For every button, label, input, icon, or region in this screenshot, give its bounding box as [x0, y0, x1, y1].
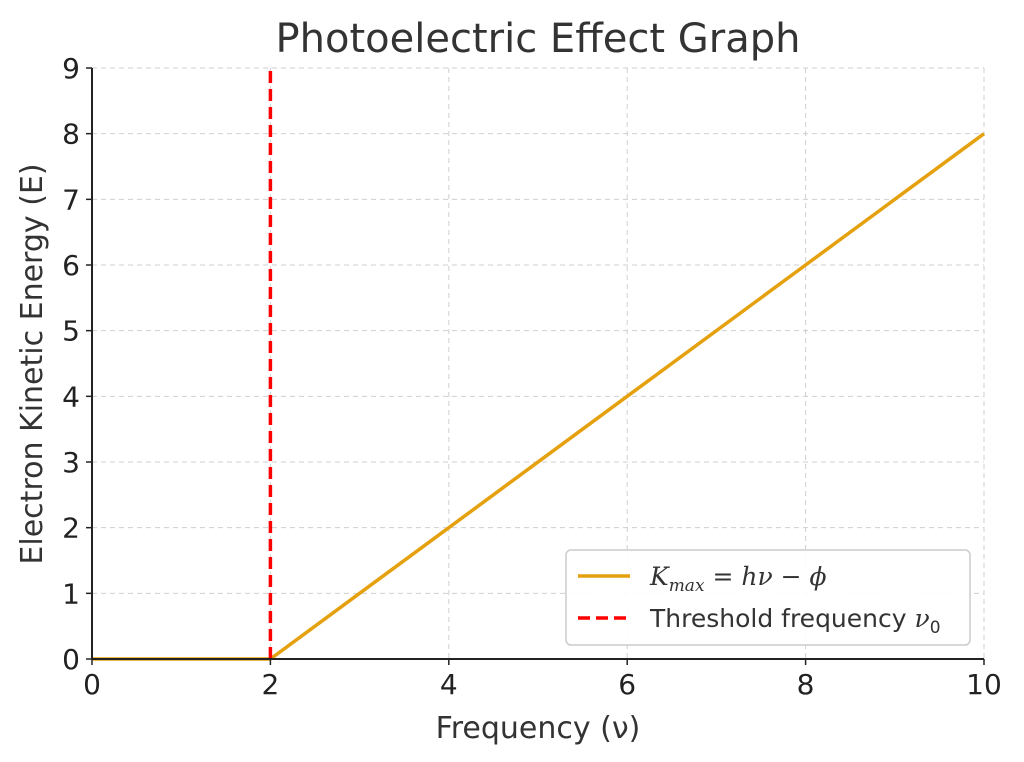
x-tick-label-1: 2: [261, 668, 279, 701]
legend-kmax-label: Kmax = hν − ϕ: [649, 562, 827, 596]
y-tick-label-9: 9: [62, 52, 80, 85]
y-tick-label-1: 1: [62, 577, 80, 610]
axes: [91, 68, 984, 660]
legend-threshold-label: Threshold frequency ν0: [649, 604, 941, 638]
y-tick-label-4: 4: [62, 380, 80, 413]
legend: Kmax = hν − ϕ Threshold frequency ν0: [565, 549, 971, 646]
y-tick-label-2: 2: [62, 512, 80, 545]
legend-threshold-nu: ν: [915, 604, 930, 633]
legend-kmax-k: K: [649, 562, 670, 591]
legend-threshold-sub: 0: [930, 618, 941, 638]
y-tick-label-8: 8: [62, 118, 80, 151]
y-tick-label-5: 5: [62, 315, 80, 348]
x-axis-label: Frequency (ν): [436, 711, 641, 746]
x-tick-label-3: 6: [618, 668, 636, 701]
legend-kmax-sub: max: [669, 576, 705, 596]
x-tick-label-0: 0: [83, 668, 101, 701]
y-tick-label-3: 3: [62, 446, 80, 479]
y-axis-label: Electron Kinetic Energy (E): [15, 163, 50, 564]
legend-kmax-rest: = hν − ϕ: [705, 562, 827, 591]
x-tick-label-2: 4: [440, 668, 458, 701]
y-tick-label-7: 7: [62, 183, 80, 216]
legend-box: [565, 549, 971, 646]
y-tick-label-0: 0: [62, 643, 80, 676]
x-tick-label-5: 10: [966, 668, 1002, 701]
y-tick-label-6: 6: [62, 249, 80, 282]
chart-title: Photoelectric Effect Graph: [276, 16, 801, 62]
x-tick-label-4: 8: [797, 668, 815, 701]
legend-threshold-text: Threshold frequency: [649, 604, 915, 633]
ticks: 0 2 4 6 8 10 0 1 2 3 4 5 6 7 8 9: [62, 52, 1002, 701]
